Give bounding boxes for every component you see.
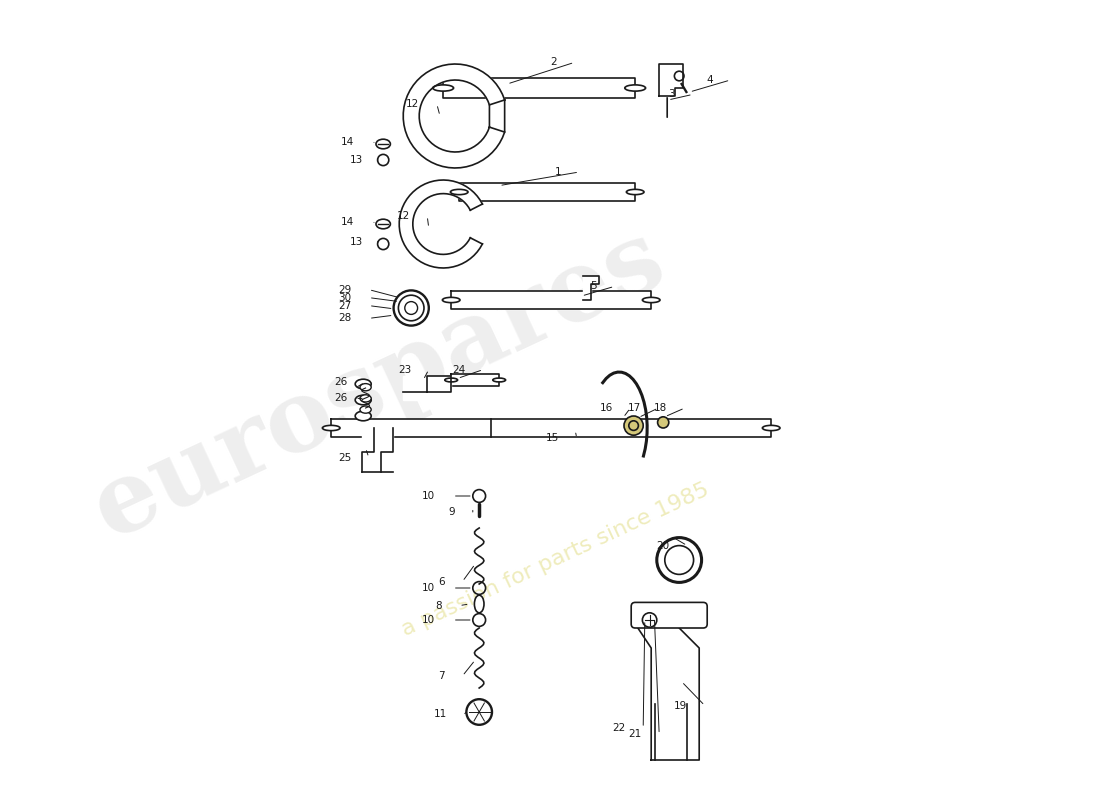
Text: 21: 21 [628, 730, 641, 739]
Polygon shape [443, 78, 635, 98]
Text: 13: 13 [350, 237, 363, 246]
Text: 10: 10 [422, 491, 436, 501]
Ellipse shape [360, 394, 371, 402]
Text: 22: 22 [613, 723, 626, 733]
Ellipse shape [432, 85, 453, 91]
Ellipse shape [355, 411, 371, 421]
Text: 4: 4 [706, 75, 713, 85]
Ellipse shape [376, 219, 390, 229]
Polygon shape [583, 276, 600, 300]
Text: 1: 1 [556, 167, 562, 177]
Ellipse shape [762, 426, 780, 430]
Circle shape [466, 699, 492, 725]
Ellipse shape [642, 298, 660, 302]
Circle shape [658, 417, 669, 428]
Text: 7: 7 [438, 671, 444, 681]
Circle shape [642, 613, 657, 627]
Text: 26: 26 [334, 378, 348, 387]
Polygon shape [635, 608, 700, 760]
Text: 25: 25 [338, 453, 351, 462]
Ellipse shape [322, 426, 340, 430]
Circle shape [624, 416, 644, 435]
Text: 14: 14 [340, 218, 353, 227]
Ellipse shape [626, 190, 644, 194]
Polygon shape [362, 428, 393, 472]
Text: 23: 23 [398, 365, 411, 374]
Polygon shape [331, 419, 771, 437]
Text: 20: 20 [657, 541, 670, 550]
Text: 5: 5 [591, 282, 597, 291]
Text: 10: 10 [422, 583, 436, 593]
Text: 19: 19 [674, 701, 688, 710]
Ellipse shape [355, 379, 371, 389]
Text: 12: 12 [406, 99, 419, 109]
Text: 13: 13 [350, 155, 363, 165]
FancyBboxPatch shape [631, 602, 707, 628]
Text: 14: 14 [340, 138, 353, 147]
Text: 12: 12 [396, 211, 409, 221]
Text: 15: 15 [546, 434, 559, 443]
Text: 6: 6 [438, 577, 444, 586]
Polygon shape [451, 291, 651, 309]
Polygon shape [399, 180, 483, 268]
Text: 28: 28 [338, 314, 351, 323]
Circle shape [394, 290, 429, 326]
Ellipse shape [360, 406, 371, 414]
Text: 10: 10 [422, 615, 436, 625]
Polygon shape [451, 374, 499, 386]
Ellipse shape [493, 378, 506, 382]
Ellipse shape [442, 298, 460, 302]
Text: 3: 3 [669, 90, 675, 99]
Circle shape [398, 295, 424, 321]
Ellipse shape [355, 395, 371, 405]
Text: 30: 30 [338, 293, 351, 302]
Text: 8: 8 [434, 601, 441, 610]
Ellipse shape [360, 383, 371, 391]
Ellipse shape [376, 139, 390, 149]
Text: 11: 11 [433, 709, 448, 718]
Text: 26: 26 [334, 394, 348, 403]
Text: 27: 27 [338, 301, 351, 310]
Text: 29: 29 [338, 285, 351, 294]
Text: 17: 17 [627, 403, 641, 413]
Text: 18: 18 [653, 403, 668, 413]
Text: eurospares: eurospares [78, 209, 680, 559]
Ellipse shape [474, 595, 484, 613]
Polygon shape [459, 183, 635, 201]
Polygon shape [404, 376, 451, 400]
Polygon shape [404, 64, 505, 168]
Ellipse shape [444, 378, 458, 382]
Text: a passion for parts since 1985: a passion for parts since 1985 [398, 480, 712, 640]
Text: 16: 16 [600, 403, 613, 413]
Text: 2: 2 [550, 58, 557, 67]
Text: 24: 24 [452, 365, 465, 374]
Text: 9: 9 [449, 507, 455, 517]
Polygon shape [659, 64, 683, 96]
Ellipse shape [625, 85, 646, 91]
Ellipse shape [450, 190, 468, 194]
